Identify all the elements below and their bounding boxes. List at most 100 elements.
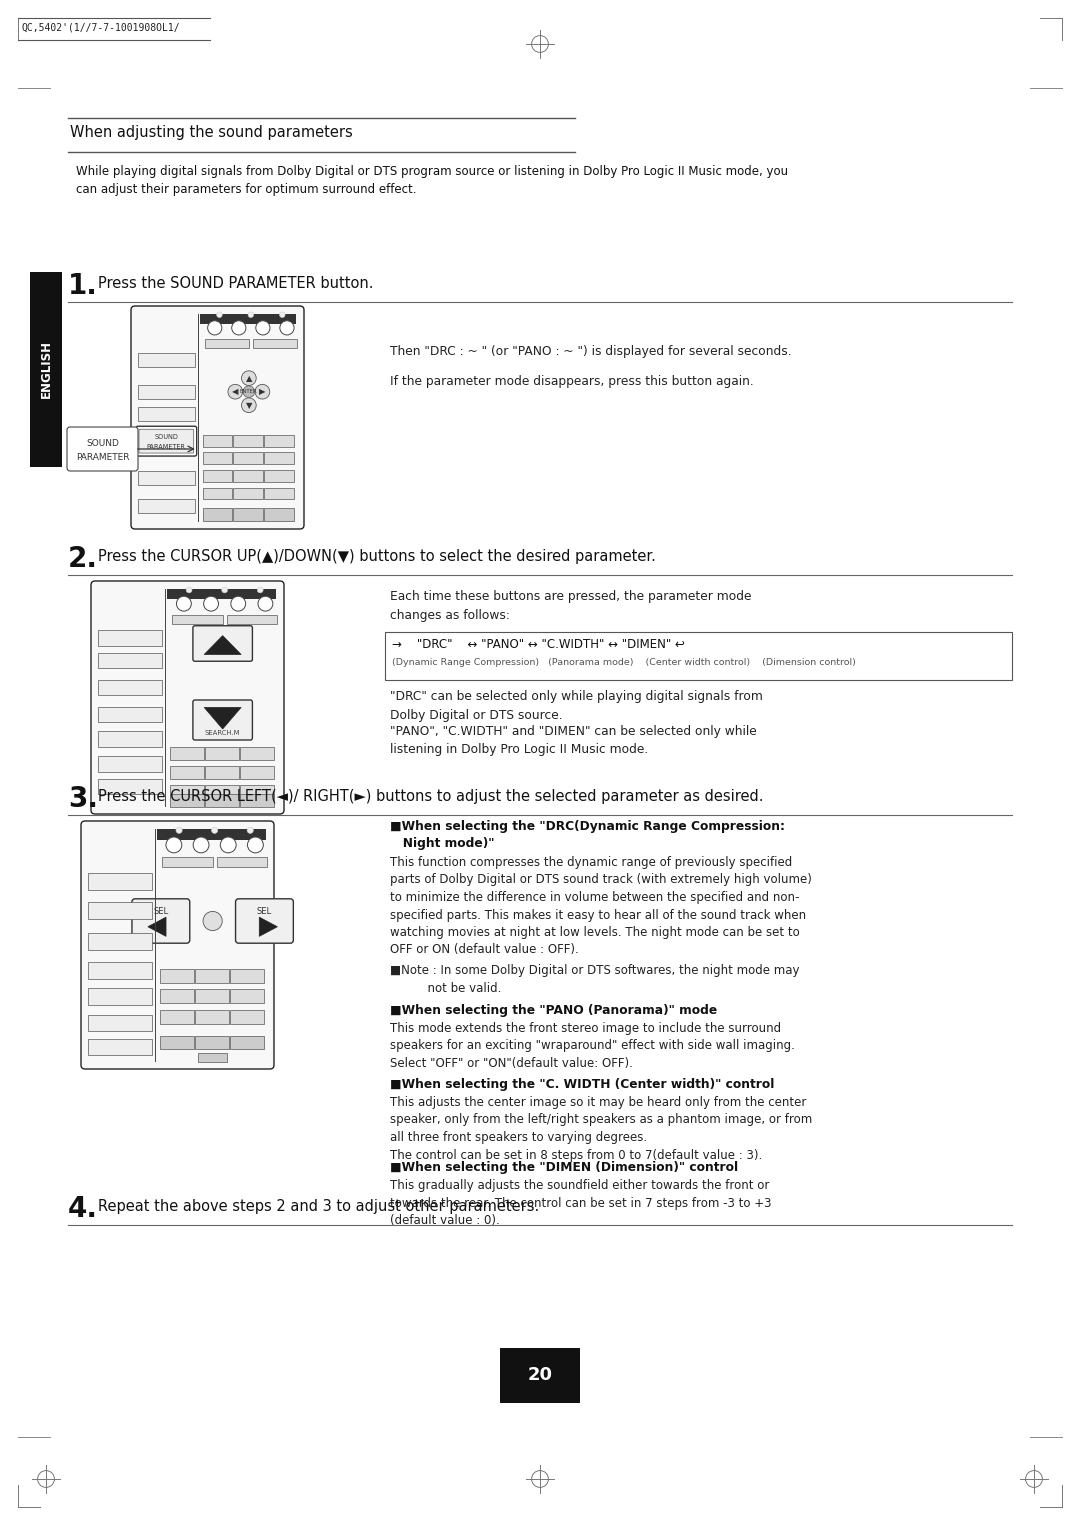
Circle shape	[243, 386, 255, 398]
Bar	[230, 990, 264, 1003]
Bar	[233, 435, 262, 447]
Text: "DRC" can be selected only while playing digital signals from
Dolby Digital or D: "DRC" can be selected only while playing…	[390, 689, 762, 721]
Circle shape	[176, 596, 191, 612]
Bar	[195, 1010, 229, 1023]
Text: ■When selecting the "DRC(Dynamic Range Compression:
   Night mode)": ■When selecting the "DRC(Dynamic Range C…	[390, 820, 785, 849]
Bar	[205, 795, 239, 807]
Text: SEL: SEL	[257, 907, 272, 917]
Circle shape	[232, 320, 246, 336]
Text: When adjusting the sound parameters: When adjusting the sound parameters	[70, 125, 353, 140]
Bar	[30, 271, 62, 467]
Polygon shape	[204, 636, 241, 654]
Bar	[217, 857, 267, 868]
Text: 20: 20	[527, 1366, 553, 1385]
Bar	[162, 857, 213, 868]
Bar	[98, 680, 162, 695]
Polygon shape	[259, 917, 278, 936]
Text: ◀: ◀	[232, 387, 239, 397]
Text: (Dynamic Range Compression)   (Panorama mode)    (Center width control)    (Dime: (Dynamic Range Compression) (Panorama mo…	[392, 657, 855, 666]
Circle shape	[248, 313, 254, 317]
Bar	[87, 933, 152, 950]
FancyBboxPatch shape	[131, 307, 303, 529]
Bar	[203, 508, 232, 520]
Bar	[160, 968, 194, 984]
Circle shape	[280, 320, 294, 336]
Circle shape	[242, 371, 256, 386]
Circle shape	[212, 827, 218, 833]
Bar	[230, 968, 264, 984]
Text: ENTER: ENTER	[240, 389, 258, 393]
Text: ▼: ▼	[245, 401, 252, 410]
Circle shape	[186, 587, 192, 593]
Circle shape	[204, 596, 218, 612]
Text: 2.: 2.	[68, 544, 98, 573]
Text: While playing digital signals from Dolby Digital or DTS program source or listen: While playing digital signals from Dolby…	[76, 165, 788, 197]
Bar	[195, 990, 229, 1003]
FancyBboxPatch shape	[235, 898, 294, 942]
Bar	[173, 616, 222, 624]
Bar	[265, 435, 294, 447]
FancyBboxPatch shape	[81, 820, 274, 1069]
Text: Repeat the above steps 2 and 3 to adjust other parameters.: Repeat the above steps 2 and 3 to adjust…	[98, 1199, 539, 1214]
Bar	[253, 339, 297, 348]
Bar	[203, 488, 232, 499]
Bar	[205, 766, 239, 779]
Text: SOUND: SOUND	[154, 435, 178, 441]
Text: ENGLISH: ENGLISH	[40, 340, 53, 398]
Circle shape	[228, 384, 243, 400]
Text: PARAMETER: PARAMETER	[76, 453, 130, 462]
Circle shape	[247, 827, 254, 833]
Bar	[195, 968, 229, 984]
Circle shape	[257, 587, 264, 593]
Text: →    "DRC"    ↔ "PANO" ↔ "C.WIDTH" ↔ "DIMEN" ↩: → "DRC" ↔ "PANO" ↔ "C.WIDTH" ↔ "DIMEN" ↩	[392, 637, 685, 651]
Circle shape	[258, 596, 273, 612]
Bar	[198, 1052, 228, 1061]
Text: Press the CURSOR LEFT(◄)/ RIGHT(►) buttons to adjust the selected parameter as d: Press the CURSOR LEFT(◄)/ RIGHT(►) butto…	[98, 788, 764, 804]
Bar	[160, 1010, 194, 1023]
Circle shape	[166, 837, 181, 852]
FancyBboxPatch shape	[193, 625, 253, 662]
Bar	[265, 470, 294, 482]
Bar	[160, 990, 194, 1003]
Circle shape	[280, 313, 285, 317]
Circle shape	[176, 827, 183, 833]
Circle shape	[231, 596, 245, 612]
Circle shape	[242, 398, 256, 413]
Bar	[167, 589, 276, 599]
Text: PARAMETER: PARAMETER	[147, 444, 186, 450]
Text: This function compresses the dynamic range of previously specified
parts of Dolb: This function compresses the dynamic ran…	[390, 856, 812, 956]
Bar	[240, 747, 273, 759]
Bar	[203, 435, 232, 447]
Bar	[203, 453, 232, 464]
Bar	[98, 732, 162, 747]
Bar	[265, 508, 294, 520]
Bar	[87, 1039, 152, 1055]
Circle shape	[203, 912, 222, 930]
Bar	[87, 962, 152, 979]
Bar	[138, 471, 194, 485]
Circle shape	[247, 837, 264, 852]
Bar	[87, 1014, 152, 1031]
Text: ▶: ▶	[259, 387, 266, 397]
Bar	[240, 785, 273, 798]
Bar	[171, 747, 204, 759]
Text: SEL: SEL	[153, 907, 168, 917]
Circle shape	[221, 587, 228, 593]
FancyBboxPatch shape	[67, 427, 138, 471]
Bar	[138, 407, 194, 421]
Circle shape	[255, 384, 270, 400]
Bar	[230, 1035, 264, 1049]
Bar	[233, 508, 262, 520]
Bar	[171, 766, 204, 779]
Bar	[240, 766, 273, 779]
Text: QC,5402'(1//7-7-1001908OL1/: QC,5402'(1//7-7-1001908OL1/	[22, 23, 180, 34]
Text: Each time these buttons are pressed, the parameter mode
changes as follows:: Each time these buttons are pressed, the…	[390, 590, 752, 622]
Text: If the parameter mode disappears, press this button again.: If the parameter mode disappears, press …	[390, 375, 754, 387]
Polygon shape	[204, 708, 241, 729]
Polygon shape	[148, 917, 166, 936]
Bar	[195, 1035, 229, 1049]
Circle shape	[217, 313, 222, 317]
Bar	[98, 778, 162, 795]
Bar	[87, 901, 152, 918]
Text: ■When selecting the "PANO (Panorama)" mode: ■When selecting the "PANO (Panorama)" mo…	[390, 1003, 717, 1017]
